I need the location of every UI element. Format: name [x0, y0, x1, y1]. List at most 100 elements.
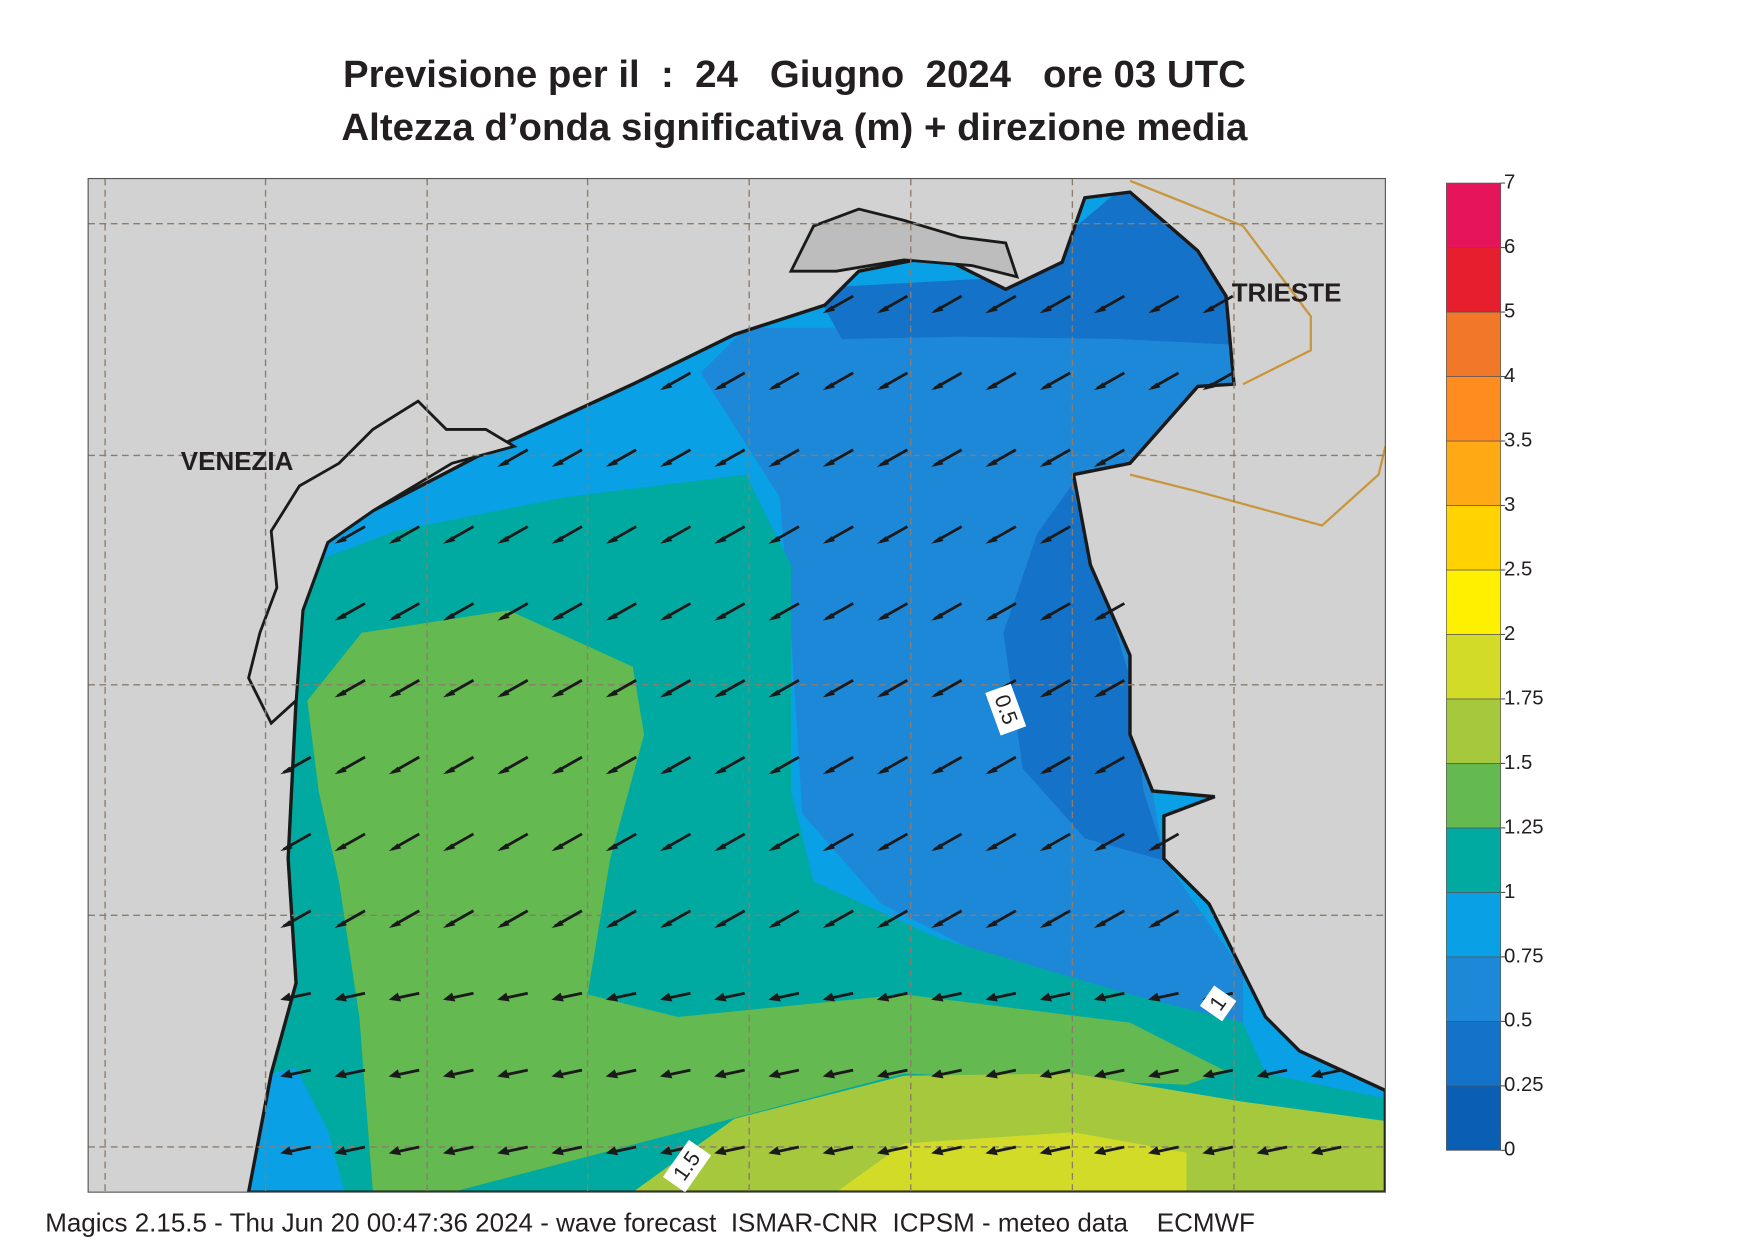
arrow-head — [388, 1146, 402, 1156]
arrow-head — [931, 920, 944, 928]
field — [1003, 485, 1167, 862]
arrow-head — [1093, 1146, 1107, 1156]
arrow-head — [334, 843, 347, 852]
arrow-head — [768, 382, 781, 391]
arrow-head — [985, 305, 998, 314]
arrow-head — [1093, 766, 1107, 775]
arrow-head — [985, 612, 998, 621]
arrow-head — [768, 612, 781, 621]
arrow-head — [822, 689, 836, 698]
colorbar-band — [1446, 247, 1501, 313]
arrow-head — [1148, 1146, 1161, 1156]
arrow-head — [1202, 1069, 1215, 1079]
arrow-head — [876, 689, 890, 698]
arrow-head — [1256, 1069, 1269, 1079]
arrow-head — [714, 459, 727, 467]
arrow-head — [551, 459, 564, 467]
arrow-head — [876, 766, 890, 775]
arrow-head — [497, 536, 510, 544]
arrow-head — [768, 459, 781, 467]
arrow-head — [334, 689, 347, 698]
arrow-head — [605, 612, 619, 621]
border — [1129, 179, 1312, 386]
arrow-head — [388, 920, 402, 928]
colorbar-label: 1 — [1504, 881, 1515, 903]
arrow-head — [1310, 1069, 1324, 1079]
arrow-head — [1093, 459, 1107, 467]
arrow-head — [334, 766, 347, 775]
arrow-head — [1039, 305, 1053, 314]
arrow-head — [985, 1146, 998, 1156]
arrow-head — [280, 1069, 293, 1079]
footer: Magics 2.15.5 - Thu Jun 20 00:47:36 2024… — [45, 1208, 1255, 1238]
arrow-head — [1093, 305, 1107, 314]
colorbar-label: 7 — [1504, 171, 1515, 193]
arrow-head — [659, 992, 673, 1002]
arrow-head — [876, 382, 890, 391]
arrow-head — [388, 536, 402, 544]
city-label: TRIESTE — [1232, 278, 1342, 308]
arrow-head — [714, 689, 727, 698]
arrow-head — [551, 766, 564, 775]
arrow-head — [714, 1069, 727, 1079]
arrow-head — [931, 843, 944, 852]
colorbar-band — [1446, 827, 1501, 893]
arrow-head — [876, 1146, 890, 1156]
arrow-head — [605, 920, 619, 928]
arrow-head — [442, 1069, 456, 1079]
arrow-head — [605, 766, 619, 775]
arrow-head — [714, 382, 727, 391]
arrow-head — [605, 1069, 619, 1079]
arrow-head — [280, 992, 293, 1002]
direction-arrows — [280, 294, 1342, 1156]
arrow-head — [1202, 1146, 1215, 1156]
arrow-head — [388, 1069, 402, 1079]
field — [307, 610, 1227, 1193]
colorbar-label: 3 — [1504, 494, 1515, 516]
arrow-head — [1039, 382, 1053, 391]
colorbar-label: 1.25 — [1504, 816, 1544, 838]
arrow-head — [334, 612, 347, 621]
arrow-head — [876, 536, 890, 544]
colorbar-band — [1446, 1021, 1501, 1087]
arrow-head — [1148, 992, 1161, 1002]
arrow-head — [334, 992, 347, 1002]
arrow-head — [1093, 920, 1107, 928]
colorbar-band — [1446, 505, 1501, 571]
arrow-head — [714, 612, 727, 621]
arrow-head — [768, 766, 781, 775]
arrow-head — [714, 920, 727, 928]
arrow-head — [1202, 382, 1215, 391]
arrow-head — [822, 459, 836, 467]
arrow-head — [388, 992, 402, 1002]
arrow-head — [334, 1146, 347, 1156]
colorbar-label: 2 — [1504, 623, 1515, 645]
arrow-head — [876, 459, 890, 467]
colorbar-label: 4 — [1504, 365, 1515, 387]
arrow-head — [497, 1069, 510, 1079]
colorbar-label: 0.5 — [1504, 1010, 1532, 1032]
arrow-head — [551, 689, 564, 698]
city-label: VENEZIA — [181, 446, 294, 476]
lagoon — [247, 399, 518, 726]
arrow-head — [442, 843, 456, 852]
arrow-head — [768, 920, 781, 928]
arrow-head — [442, 766, 456, 775]
arrow-head — [1039, 612, 1053, 621]
arrow-head — [659, 382, 673, 391]
colorbar-band — [1446, 892, 1501, 958]
arrow-head — [714, 992, 727, 1002]
arrow-head — [985, 766, 998, 775]
arrow-head — [714, 1146, 727, 1156]
arrow-head — [768, 1146, 781, 1156]
arrow-head — [497, 689, 510, 698]
arrow-head — [714, 766, 727, 775]
figure: Previsione per il : 24 Giugno 2024 ore 0… — [45, 53, 1543, 1238]
arrow-head — [605, 843, 619, 852]
arrow-head — [876, 305, 890, 314]
arrow-head — [605, 992, 619, 1002]
colorbar-band — [1446, 698, 1501, 764]
arrow-head — [659, 920, 673, 928]
arrow-head — [1093, 843, 1107, 852]
arrow-head — [551, 1069, 564, 1079]
